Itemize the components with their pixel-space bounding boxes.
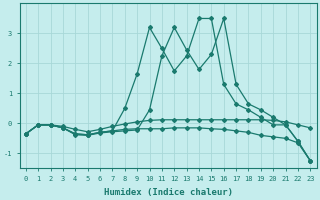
X-axis label: Humidex (Indice chaleur): Humidex (Indice chaleur) [104,188,233,197]
